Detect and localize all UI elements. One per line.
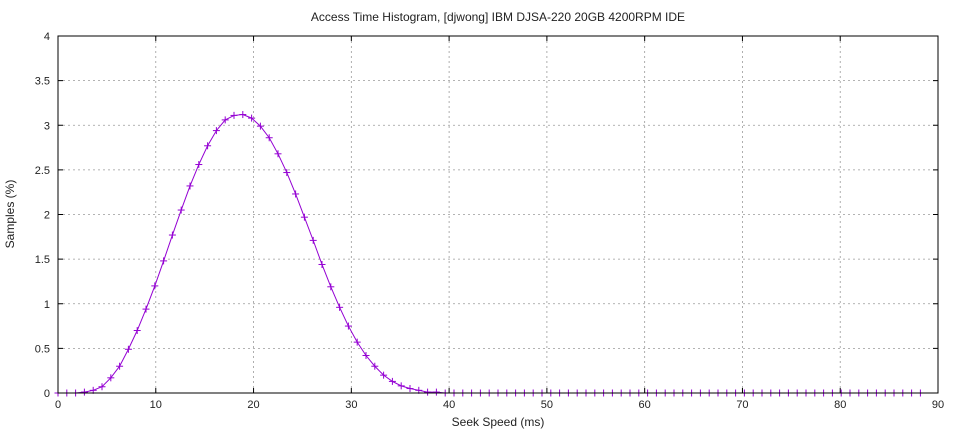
data-point xyxy=(160,257,168,265)
data-point xyxy=(344,322,352,330)
data-point xyxy=(177,206,185,214)
data-point xyxy=(248,114,256,122)
data-point xyxy=(221,116,229,124)
data-point xyxy=(327,283,335,291)
y-tick-label: 4 xyxy=(44,31,50,43)
data-point xyxy=(212,127,220,135)
data-point xyxy=(107,374,115,382)
data-point xyxy=(397,382,405,390)
chart-title: Access Time Histogram, [djwong] IBM DJSA… xyxy=(311,10,685,24)
data-point xyxy=(151,282,159,290)
data-point xyxy=(300,213,308,221)
data-point xyxy=(371,362,379,370)
grid xyxy=(58,36,938,393)
plot-frame xyxy=(57,35,939,394)
data-point xyxy=(406,385,414,393)
x-tick-label: 80 xyxy=(834,399,846,411)
data-point xyxy=(116,362,124,370)
data-point xyxy=(274,150,282,158)
data-point xyxy=(292,190,300,198)
data-point xyxy=(124,345,132,353)
data-point xyxy=(195,161,203,169)
x-tick-label: 0 xyxy=(55,399,61,411)
data-point xyxy=(362,352,370,360)
data-point xyxy=(230,111,238,119)
data-point xyxy=(336,303,344,311)
x-tick-label: 40 xyxy=(443,399,455,411)
data-point xyxy=(133,327,141,335)
y-tick-label: 0.5 xyxy=(35,343,50,355)
data-point xyxy=(256,122,264,130)
data-point xyxy=(168,231,176,239)
x-axis-label: Seek Speed (ms) xyxy=(452,415,545,429)
data-point xyxy=(309,236,317,244)
data-point xyxy=(98,383,106,391)
y-tick-label: 0 xyxy=(44,388,50,400)
x-tick-label: 30 xyxy=(345,399,357,411)
data-point xyxy=(388,377,396,385)
data-point xyxy=(380,371,388,379)
y-tick-label: 1.5 xyxy=(35,254,50,266)
data-point xyxy=(283,169,291,177)
data-point xyxy=(142,305,150,313)
data-point xyxy=(80,388,88,396)
axis-ticks: 0 10 20 30 40 50 60 70 80 90 0 0.5 1 1.5 2 2.5 3 3.5 4 xyxy=(35,31,944,411)
data-point xyxy=(186,182,194,190)
y-axis-label: Samples (%) xyxy=(3,180,17,249)
y-tick-label: 3 xyxy=(44,120,50,132)
x-tick-label: 10 xyxy=(150,399,162,411)
data-point xyxy=(318,260,326,268)
data-point xyxy=(265,134,273,142)
x-tick-label: 50 xyxy=(541,399,553,411)
data-point xyxy=(353,338,361,346)
y-tick-label: 1 xyxy=(44,299,50,311)
x-tick-label: 60 xyxy=(639,399,651,411)
series-layer xyxy=(54,111,924,397)
data-point xyxy=(432,388,440,396)
data-point xyxy=(424,388,432,396)
x-tick-label: 70 xyxy=(736,399,748,411)
data-point xyxy=(239,111,247,119)
series-line xyxy=(58,114,921,394)
y-tick-label: 3.5 xyxy=(35,76,50,88)
x-tick-label: 20 xyxy=(247,399,259,411)
data-point xyxy=(204,142,212,150)
y-tick-label: 2.5 xyxy=(35,165,50,177)
y-tick-label: 2 xyxy=(44,210,50,222)
x-tick-label: 90 xyxy=(932,399,944,411)
